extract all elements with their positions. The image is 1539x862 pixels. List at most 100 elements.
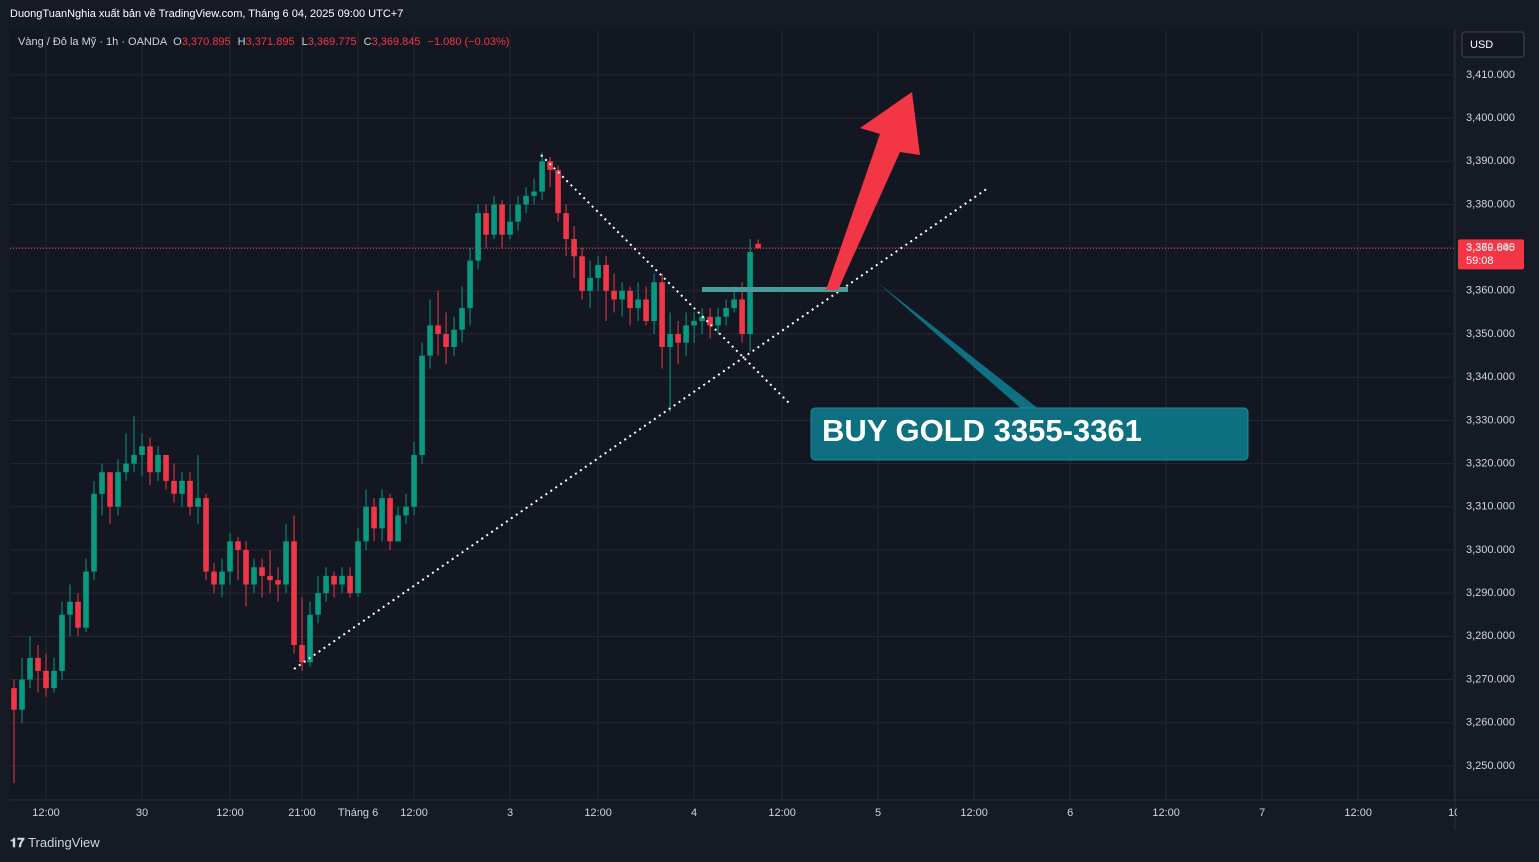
legend-value: 3,371.895 bbox=[246, 36, 295, 48]
currency[interactable]: USD bbox=[1470, 39, 1493, 51]
candle-body bbox=[267, 575, 273, 581]
y-tick-label: 3,320.000 bbox=[1466, 457, 1515, 469]
y-tick-label: 3,250.000 bbox=[1466, 760, 1515, 772]
candle-body bbox=[419, 355, 425, 455]
candle-body bbox=[131, 454, 137, 464]
candle-body bbox=[475, 213, 481, 261]
footer-text: TradingView bbox=[28, 835, 100, 850]
y-tick-label: 3,300.000 bbox=[1466, 544, 1515, 556]
candle-body bbox=[299, 644, 305, 663]
y-tick-label: 3,370.000 bbox=[1466, 242, 1515, 254]
candle-body bbox=[427, 325, 433, 356]
legend-change: −1.080 (−0.03%) bbox=[428, 36, 510, 48]
candle-body bbox=[51, 670, 57, 689]
candle-body bbox=[331, 575, 337, 585]
x-tick-label: 12:00 bbox=[32, 807, 60, 819]
legend-key: L bbox=[302, 36, 308, 48]
candle-body bbox=[19, 679, 25, 710]
candle-body bbox=[235, 541, 241, 550]
candle-body bbox=[195, 498, 201, 507]
x-axis: 12:00 30 12:00 21:00 Tháng 6 12:00 3 12:00 4 12:0… bbox=[32, 807, 1460, 819]
candle-body bbox=[603, 264, 609, 291]
y-tick-label: 3,310.000 bbox=[1466, 501, 1515, 513]
x-tick-label: 6 bbox=[1067, 807, 1073, 819]
candle-body bbox=[547, 161, 553, 170]
candle-body bbox=[27, 657, 33, 680]
candle-body bbox=[139, 446, 145, 455]
candle-body bbox=[211, 571, 217, 585]
candle-body bbox=[675, 334, 681, 343]
candle-body bbox=[387, 498, 393, 542]
x-tick-label: 5 bbox=[875, 807, 881, 819]
legend-value: 3,369.775 bbox=[308, 36, 357, 48]
callout bbox=[810, 407, 1249, 461]
candle-body bbox=[147, 446, 153, 473]
candle-body bbox=[435, 325, 441, 335]
candle-body bbox=[91, 493, 97, 572]
x-tick-label: 12:00 bbox=[1344, 807, 1372, 819]
candle-body bbox=[731, 299, 737, 309]
y-tick-label: 3,410.000 bbox=[1466, 69, 1515, 81]
x-tick-label: 10 bbox=[1448, 807, 1460, 819]
candle-body bbox=[531, 191, 537, 196]
candle-body bbox=[307, 614, 313, 663]
x-tick-label: 12:00 bbox=[768, 807, 796, 819]
candle-body bbox=[347, 575, 353, 594]
candle-body bbox=[403, 506, 409, 516]
currency-button[interactable] bbox=[1461, 31, 1525, 58]
x-tick-label: 4 bbox=[691, 807, 697, 819]
candle-body bbox=[99, 472, 105, 494]
candle-body bbox=[539, 161, 545, 192]
y-tick-label: 3,350.000 bbox=[1466, 328, 1515, 340]
candle-body bbox=[115, 472, 121, 507]
y-tick-label: 3,270.000 bbox=[1466, 673, 1515, 685]
candle-body bbox=[563, 213, 569, 240]
candle-body bbox=[83, 571, 89, 628]
candle-body bbox=[155, 454, 161, 473]
candle-body bbox=[251, 567, 257, 585]
candle-body bbox=[323, 575, 329, 594]
x-tick-label: 12:00 bbox=[400, 807, 428, 819]
candle-body bbox=[355, 541, 361, 594]
candle-body bbox=[171, 480, 177, 494]
candle-body bbox=[467, 260, 473, 309]
y-tick-label: 3,400.000 bbox=[1466, 112, 1515, 124]
candle-body bbox=[179, 480, 185, 494]
y-tick-label: 3,280.000 bbox=[1466, 630, 1515, 642]
y-tick-label: 3,390.000 bbox=[1466, 155, 1515, 167]
grid bbox=[10, 30, 1455, 800]
candle-body bbox=[459, 308, 465, 330]
x-tick-label: 12:00 bbox=[1152, 807, 1180, 819]
candle-body bbox=[411, 454, 417, 507]
candle-body bbox=[483, 213, 489, 235]
x-tick-label: 30 bbox=[136, 807, 148, 819]
logo: 𝟏𝟕 bbox=[10, 835, 28, 850]
drawings: BUY GOLD 3355-3361 bbox=[293, 92, 1249, 670]
candle-body bbox=[667, 334, 673, 347]
candle-body bbox=[291, 541, 297, 645]
zone bbox=[702, 287, 848, 292]
x-tick-label: Tháng 6 bbox=[338, 807, 378, 819]
legend-key: O bbox=[173, 36, 182, 48]
candle-body bbox=[107, 472, 113, 507]
candle-body bbox=[227, 541, 233, 572]
candle-body bbox=[283, 541, 289, 585]
candle-body bbox=[619, 290, 625, 300]
candle-body bbox=[739, 299, 745, 335]
x-tick-label: 12:00 bbox=[216, 807, 244, 819]
candle-body bbox=[67, 601, 73, 615]
candle-body bbox=[507, 221, 513, 235]
x-tick-label: 3 bbox=[507, 807, 513, 819]
price-tag-label: 3,369.845 bbox=[1466, 242, 1515, 254]
footer: 𝟏𝟕 TradingView bbox=[10, 835, 100, 850]
candle-body bbox=[643, 299, 649, 322]
candle-body bbox=[451, 329, 457, 347]
y-tick-label: 3,380.000 bbox=[1466, 198, 1515, 210]
y-tick-label: 3,260.000 bbox=[1466, 717, 1515, 729]
candle-body bbox=[747, 251, 753, 335]
y-tick-label: 3,340.000 bbox=[1466, 371, 1515, 383]
arrow bbox=[826, 92, 920, 290]
y-tick-label: 3,290.000 bbox=[1466, 587, 1515, 599]
